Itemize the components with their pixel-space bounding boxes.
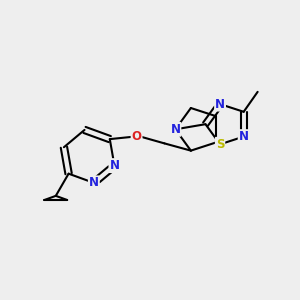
Text: O: O — [132, 130, 142, 143]
Text: N: N — [215, 98, 225, 111]
Text: N: N — [170, 123, 180, 136]
Text: N: N — [239, 130, 249, 143]
Text: S: S — [216, 138, 224, 151]
Text: N: N — [89, 176, 99, 189]
Text: N: N — [110, 159, 119, 172]
